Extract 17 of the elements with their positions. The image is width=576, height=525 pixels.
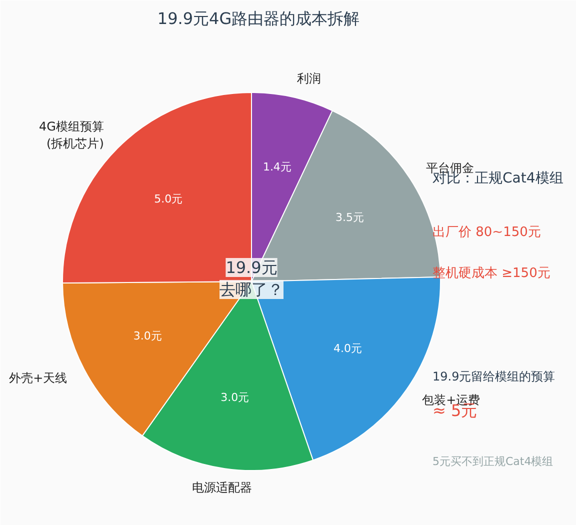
data-label: 1.4元 (262, 160, 292, 174)
slice-label: 利润 (297, 72, 322, 86)
text: 19.9元 (226, 258, 278, 277)
text: 整机硬成本 ≥150元 (432, 266, 550, 281)
text: 去哪了？ (220, 280, 284, 299)
slice-label: 电源适配器 (192, 480, 252, 494)
data-label: 4.0元 (333, 342, 362, 355)
slice-label: 4G模组预算 (拆机芯片) (38, 120, 104, 150)
text: 19.9元留给模组的预算 (432, 370, 556, 384)
data-label: 3.0元 (133, 329, 162, 342)
text: 出厂价 80~150元 (432, 225, 541, 240)
text: 5元买不到正规Cat4模组 (432, 455, 554, 468)
slice-label: 外壳+天线 (9, 370, 68, 385)
chart-title: 19.9元4G路由器的成本拆解 (157, 9, 360, 28)
data-label: 5.0元 (154, 192, 183, 206)
data-label: 3.0元 (220, 391, 250, 404)
data-label: 3.5元 (336, 211, 364, 224)
